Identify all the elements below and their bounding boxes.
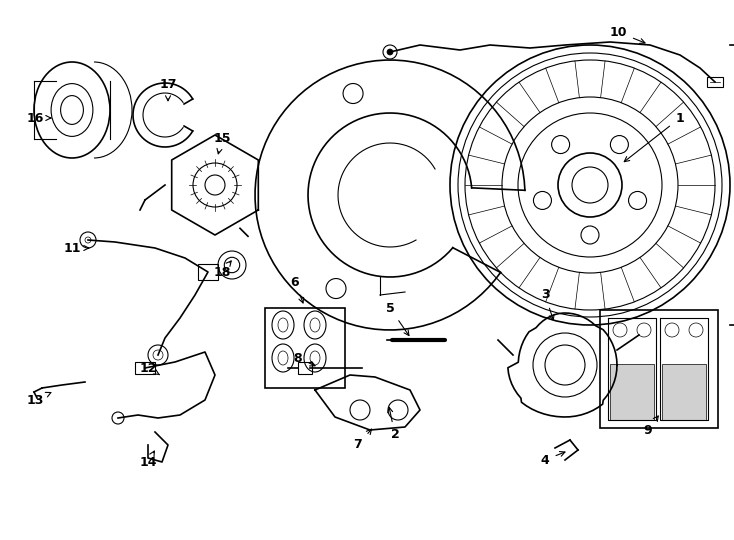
Text: 14: 14 bbox=[139, 451, 157, 469]
Bar bbox=[707, 77, 723, 87]
Text: 1: 1 bbox=[624, 111, 684, 161]
Bar bbox=[198, 264, 218, 280]
Circle shape bbox=[383, 45, 397, 59]
Text: 7: 7 bbox=[354, 429, 371, 451]
Bar bbox=[298, 362, 312, 374]
Circle shape bbox=[387, 49, 393, 55]
Bar bbox=[610, 364, 654, 420]
Text: 18: 18 bbox=[214, 261, 231, 279]
Bar bbox=[265, 308, 345, 388]
Text: 6: 6 bbox=[291, 275, 304, 303]
Bar bbox=[135, 362, 155, 374]
Text: 2: 2 bbox=[388, 407, 399, 442]
Bar bbox=[662, 364, 706, 420]
Text: 11: 11 bbox=[63, 241, 89, 254]
Text: 9: 9 bbox=[644, 416, 658, 436]
Text: 13: 13 bbox=[26, 393, 51, 407]
Text: 4: 4 bbox=[541, 451, 565, 467]
Bar bbox=[600, 310, 718, 428]
Text: 16: 16 bbox=[26, 111, 51, 125]
Text: 8: 8 bbox=[294, 352, 315, 366]
Text: 3: 3 bbox=[541, 288, 554, 320]
Text: 15: 15 bbox=[214, 132, 230, 154]
Text: 10: 10 bbox=[609, 25, 645, 43]
Text: 17: 17 bbox=[159, 78, 177, 101]
Text: 12: 12 bbox=[139, 361, 159, 375]
Text: 5: 5 bbox=[385, 301, 409, 335]
